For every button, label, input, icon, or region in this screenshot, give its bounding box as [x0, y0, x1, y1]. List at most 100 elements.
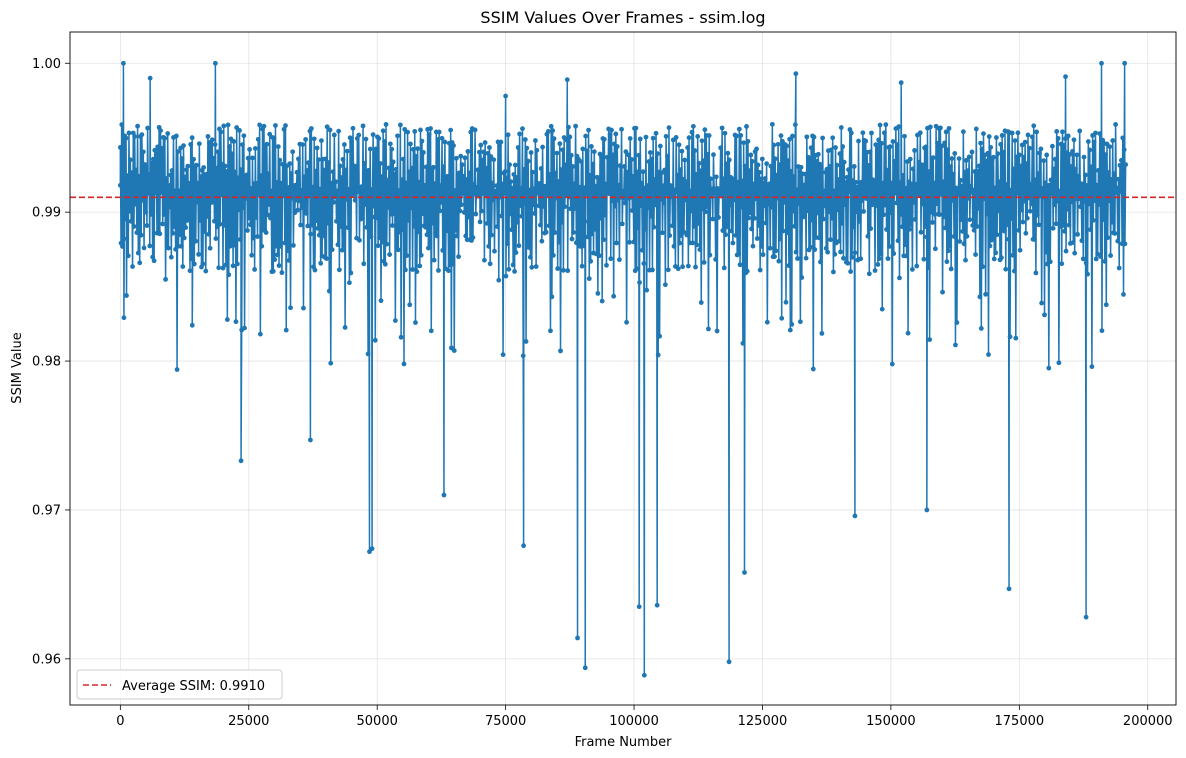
ssim-point: [222, 222, 227, 228]
ssim-point: [1052, 156, 1058, 162]
ssim-point: [399, 177, 405, 183]
ssim-point: [301, 174, 307, 180]
ssim-point: [1083, 614, 1089, 620]
ssim-point: [905, 330, 911, 336]
ssim-point: [660, 183, 666, 189]
ssim-point: [871, 199, 877, 205]
ssim-point: [321, 233, 326, 239]
ssim-point: [662, 167, 668, 173]
ssim-point: [764, 319, 770, 325]
ssim-point: [490, 197, 496, 203]
ssim-point: [567, 134, 573, 140]
ssim-point: [701, 158, 706, 164]
ssim-point: [984, 211, 990, 217]
ssim-point: [978, 140, 983, 146]
ssim-point: [571, 181, 577, 187]
ssim-point: [649, 156, 655, 162]
ssim-point: [319, 138, 324, 144]
ssim-point: [1088, 164, 1094, 170]
ssim-point: [882, 202, 888, 208]
ssim-point: [431, 257, 437, 263]
ssim-point: [1099, 328, 1105, 334]
ssim-point: [360, 123, 366, 129]
ssim-point: [1113, 122, 1118, 127]
ssim-point: [1084, 183, 1090, 188]
y-tick-label: 0.98: [32, 355, 61, 370]
ssim-point: [749, 226, 754, 232]
ssim-point: [767, 181, 772, 187]
ssim-point: [453, 227, 459, 233]
ssim-point: [932, 180, 938, 186]
ssim-point: [266, 202, 272, 207]
ssim-point: [1068, 164, 1074, 169]
y-axis-label: SSIM Value: [10, 332, 25, 403]
ssim-point: [174, 367, 180, 372]
ssim-point: [504, 175, 510, 181]
ssim-point: [556, 239, 562, 245]
ssim-point: [415, 146, 421, 152]
ssim-point: [441, 211, 447, 217]
ssim-point: [568, 206, 573, 212]
ssim-point: [1093, 256, 1099, 262]
ssim-point: [128, 218, 134, 224]
ssim-point: [240, 142, 245, 148]
ssim-point: [232, 242, 237, 248]
ssim-point: [369, 187, 375, 192]
ssim-point: [132, 133, 138, 139]
ssim-point: [939, 143, 945, 149]
ssim-point: [337, 163, 343, 169]
ssim-point: [117, 145, 123, 150]
ssim-point: [502, 190, 507, 196]
ssim-point: [971, 227, 977, 233]
ssim-point: [424, 232, 430, 238]
x-axis-ticks: 0 25000 50000 75000 100000 125000 150000 175000…: [116, 705, 1173, 729]
x-tick-label: 25000: [228, 714, 269, 729]
ssim-point: [232, 169, 238, 175]
ssim-point: [211, 155, 217, 161]
ssim-point: [1003, 266, 1009, 272]
ssim-point: [271, 135, 277, 141]
ssim-point: [844, 174, 850, 180]
ssim-point: [680, 264, 685, 270]
ssim-point: [215, 149, 221, 155]
ssim-point: [496, 277, 502, 283]
ssim-point: [853, 179, 859, 185]
ssim-point: [859, 198, 865, 203]
ssim-point: [673, 135, 679, 140]
ssim-point: [976, 163, 982, 169]
ssim-point: [1120, 135, 1126, 141]
ssim-point: [577, 184, 583, 190]
ssim-point: [459, 202, 464, 208]
ssim-point: [150, 254, 156, 260]
ssim-point: [181, 143, 186, 149]
ssim-point: [140, 149, 146, 155]
ssim-point: [763, 220, 769, 226]
ssim-point: [392, 318, 398, 323]
ssim-point: [706, 133, 712, 138]
ssim-point: [1013, 335, 1019, 341]
ssim-point: [858, 256, 864, 262]
ssim-point: [226, 272, 232, 278]
ssim-point: [593, 183, 599, 189]
ssim-point: [439, 135, 445, 141]
ssim-point: [1106, 198, 1112, 203]
ssim-point: [1070, 148, 1075, 154]
ssim-point: [879, 140, 884, 146]
ssim-point: [178, 243, 184, 249]
ssim-point: [377, 235, 382, 241]
ssim-point: [966, 195, 971, 201]
ssim-point: [359, 215, 365, 221]
ssim-point: [737, 262, 743, 268]
ssim-point: [435, 137, 441, 142]
ssim-point: [418, 127, 423, 133]
ssim-point: [894, 200, 899, 206]
ssim-point: [801, 182, 807, 188]
ssim-point: [169, 168, 175, 173]
ssim-point: [387, 252, 393, 257]
ssim-point: [127, 208, 133, 214]
ssim-point: [405, 129, 410, 135]
ssim-point: [578, 159, 584, 165]
ssim-point: [454, 155, 459, 161]
ssim-point: [195, 180, 201, 186]
ssim-point: [296, 156, 301, 162]
